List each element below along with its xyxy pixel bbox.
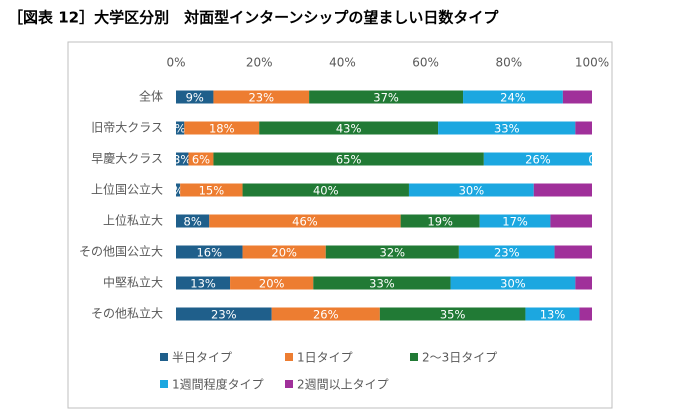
bar-segment [213,152,484,166]
value-label: 23% [494,246,520,260]
legend-label: 2〜3日タイプ [422,351,497,365]
bar-segment [176,245,243,259]
bar-segment [176,214,210,228]
bar-segment [562,90,592,104]
value-label: 37% [373,91,399,105]
bar-segment [450,276,576,290]
value-label: 23% [211,308,237,322]
value-label: 19% [427,215,453,229]
y-tick-label: 旧帝大クラス [91,120,163,135]
value-label: 23% [248,91,274,105]
bar-segment [176,152,189,166]
y-tick-label: 全体 [139,89,163,104]
bar-segment [575,121,592,135]
y-tick-label: 上位国公立大 [91,182,163,197]
bar-segment [554,245,592,259]
value-label: 30% [459,184,485,198]
bar-segment [575,276,592,290]
value-label: 3% [173,153,191,167]
value-label: 35% [440,308,466,322]
value-label: % [175,122,186,136]
legend-swatch [160,353,168,361]
x-tick-label: 20% [246,56,273,70]
value-label: 20% [271,246,297,260]
value-label: 16% [196,246,222,260]
value-label: 9% [186,91,204,105]
bar-segment [188,152,214,166]
value-label: % [173,184,184,198]
bar-segment [259,121,439,135]
bar-segment [242,183,409,197]
value-label: 33% [369,277,395,291]
value-label: 26% [313,308,339,322]
legend-label: 半日タイプ [172,351,232,365]
bar-segment [242,245,326,259]
value-label: 32% [380,246,406,260]
bar-segment [180,183,243,197]
bar-segment [313,276,451,290]
y-tick-label: 上位私立大 [103,213,163,228]
bar-segment [379,307,526,321]
bar-segment [550,214,592,228]
value-label: 24% [500,91,526,105]
bar-segment [458,245,555,259]
value-label: 33% [494,122,520,136]
bar-segment [176,121,185,135]
bar-segment [176,90,214,104]
y-tick-label: その他私立大 [91,306,163,321]
bar-segment [184,121,260,135]
bar-segment [176,307,272,321]
bar-segment [230,276,314,290]
value-label: 26% [525,153,551,167]
bar-segment [209,214,401,228]
x-tick-label: 0% [166,56,185,70]
x-tick-label: 40% [329,56,356,70]
bar-segment [176,183,181,197]
bar-segment [325,245,459,259]
bar-segment [463,90,563,104]
value-label: 0 [588,153,595,167]
value-label: 17% [502,215,528,229]
legend-swatch [410,353,418,361]
x-tick-label: 80% [495,56,522,70]
value-label: 20% [259,277,285,291]
bar-segment [176,276,231,290]
value-label: 65% [336,153,362,167]
y-tick-label: 早慶大クラス [91,152,163,166]
value-label: 40% [313,184,339,198]
y-tick-label: 中堅私立大 [103,275,163,290]
legend-swatch [160,380,168,388]
chart-title: ［図表 12］大学区分別 対面型インターンシップの望ましい日数タイプ [8,9,499,27]
value-label: 30% [500,277,526,291]
y-tick-label: その他国公立大 [79,244,163,259]
bar-segment [533,183,592,197]
legend-label: 1週間程度タイプ [172,377,264,392]
value-label: 6% [192,153,210,167]
x-tick-label: 60% [412,56,439,70]
chart-border [67,41,613,409]
bar-segment [525,307,580,321]
bar-segment [400,214,480,228]
bar-segment [213,90,310,104]
legend-swatch [285,380,293,388]
bar-segment [309,90,464,104]
value-label: 15% [199,184,225,198]
legend-label: 2週間以上タイプ [297,378,389,392]
legend-label: 1日タイプ [297,351,353,365]
value-label: 18% [209,122,235,136]
value-label: 46% [292,215,318,229]
bar-segment [438,121,576,135]
value-label: 8% [184,215,202,229]
bar-segment [479,214,551,228]
bar-segment [271,307,380,321]
value-label: 13% [540,308,566,322]
bar-segment [579,307,592,321]
value-label: 43% [336,122,362,136]
bar-segment [483,152,592,166]
legend-swatch [285,353,293,361]
x-tick-label: 100% [575,56,609,70]
bar-segment [408,183,534,197]
value-label: 13% [190,277,216,291]
